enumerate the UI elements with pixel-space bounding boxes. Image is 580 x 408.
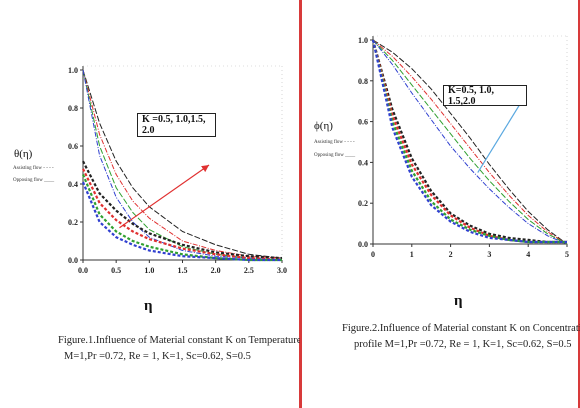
legend-assisting-flow: Assisting flow - - - - — [314, 140, 355, 145]
series-line-dashed-7 — [81, 181, 282, 262]
x-tick-label: 1 — [410, 250, 414, 259]
series-line-dashed-5 — [371, 39, 567, 244]
figure-caption-line-2: profile M=1,Pr =0.72, Re = 1, K=1, Sc=0.… — [354, 339, 572, 350]
y-axis-label: θ(η) — [14, 148, 33, 160]
figure-caption-line-1: Figure.1.Influence of Material constant … — [58, 335, 333, 346]
x-tick-label: 0.5 — [111, 266, 121, 275]
y-tick-label: 0.8 — [358, 77, 368, 86]
series-line-dashed-5 — [82, 168, 283, 262]
legend-opposing-flow: Opposing flow ____ — [314, 153, 356, 158]
x-tick-label: 0.0 — [78, 266, 88, 275]
figure-1-panel: 0.0 0.5 1.0 1.5 2.0 2.5 3.0 0.0 0.2 0.4 0.6 0.8 1.0 … — [13, 0, 333, 408]
figure-2-panel: 0 1 2 3 4 5 0.0 0.2 0.4 0.6 0.8 1.0 ϕ(η) Assisting … — [300, 0, 580, 408]
k-values-annotation: K =0.5, 1.0,1.5, 2.0 — [137, 113, 216, 137]
x-tick-label: 4 — [526, 250, 530, 259]
x-axis-label: η — [144, 298, 153, 314]
figure-caption-line-1: Figure.2.Influence of Material constant … — [342, 323, 580, 334]
y-tick-label: 1.0 — [358, 36, 368, 45]
y-tick-label: 0.2 — [68, 218, 78, 227]
increasing-k-arrow — [477, 96, 525, 173]
x-tick-label: 3.0 — [277, 266, 287, 275]
y-tick-label: 0.6 — [358, 118, 368, 127]
y-tick-label: 0.4 — [68, 180, 78, 189]
series-line-solid-3 — [372, 39, 568, 245]
series-line-dashed-4 — [371, 39, 567, 244]
k-values-text: K =0.5, 1.0,1.5, 2.0 — [142, 114, 206, 136]
concentration-profile-chart: 0 1 2 3 4 5 0.0 0.2 0.4 0.6 0.8 1.0 — [358, 35, 569, 259]
y-tick-label: 0.4 — [358, 158, 368, 167]
series-line-solid-0 — [372, 39, 568, 245]
x-tick-label: 3 — [487, 250, 491, 259]
y-tick-label: 0.6 — [68, 142, 78, 151]
temperature-profile-chart: 0.0 0.5 1.0 1.5 2.0 2.5 3.0 0.0 0.2 0.4 0.6 0.8 1.0 — [68, 65, 287, 275]
series-line-solid-3 — [82, 69, 283, 261]
series-line-solid-1 — [82, 69, 283, 259]
x-tick-label: 0 — [371, 250, 375, 259]
series-line-solid-2 — [372, 39, 568, 245]
series-line-dashed-7 — [371, 39, 567, 244]
legend-opposing-flow: Opposing flow ____ — [13, 178, 55, 183]
x-axis-label: η — [454, 293, 463, 309]
legend-assisting-flow: Assisting flow - - - - — [13, 166, 54, 171]
x-tick-label: 1.0 — [144, 266, 154, 275]
x-tick-label: 2.5 — [244, 266, 254, 275]
series-line-solid-1 — [372, 39, 568, 245]
k-values-text: K=0.5, 1.0, 1.5,2.0 — [448, 84, 494, 107]
series-line-solid-0 — [82, 69, 283, 259]
x-tick-label: 5 — [565, 250, 569, 259]
y-tick-label: 1.0 — [68, 66, 78, 75]
y-tick-label: 0.0 — [358, 240, 368, 249]
series-line-dashed-4 — [82, 160, 283, 260]
increasing-k-arrow — [119, 164, 210, 229]
x-tick-label: 2 — [449, 250, 453, 259]
y-tick-label: 0.0 — [68, 256, 78, 265]
series-line-dashed-6 — [81, 174, 282, 262]
figure-caption-line-2: M=1,Pr =0.72, Re = 1, K=1, Sc=0.62, S=0.… — [64, 351, 251, 362]
k-values-annotation: K=0.5, 1.0, 1.5,2.0 — [443, 84, 527, 107]
x-tick-label: 1.5 — [178, 266, 188, 275]
y-axis-label: ϕ(η) — [314, 120, 333, 132]
y-tick-label: 0.2 — [358, 199, 368, 208]
y-tick-label: 0.8 — [68, 104, 78, 113]
x-tick-label: 2.0 — [211, 266, 221, 275]
